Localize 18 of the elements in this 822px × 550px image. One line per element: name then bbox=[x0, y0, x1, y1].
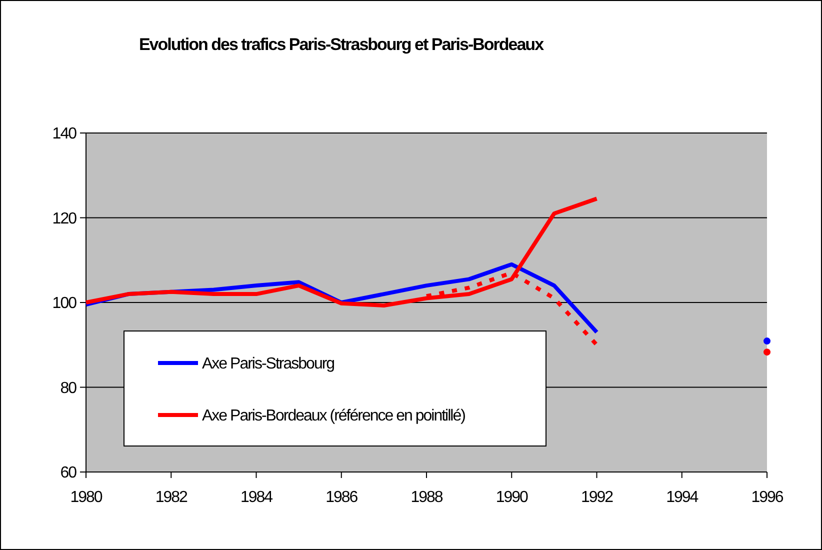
x-tick-label: 1988 bbox=[410, 489, 444, 506]
x-tick-label: 1984 bbox=[240, 489, 274, 506]
x-tick-label: 1980 bbox=[70, 489, 103, 506]
x-tick-label: 1996 bbox=[751, 489, 784, 506]
x-tick-label: 1986 bbox=[326, 489, 358, 506]
x-tick-label: 1994 bbox=[666, 489, 699, 506]
x-tick-label: 1992 bbox=[580, 489, 614, 506]
y-tick-label: 100 bbox=[52, 295, 78, 312]
y-tick-label: 120 bbox=[52, 210, 78, 228]
y-tick-label: 140 bbox=[52, 126, 78, 143]
x-tick-label: 1982 bbox=[155, 489, 188, 506]
legend-label: Axe Paris-Strasbourg bbox=[202, 356, 334, 373]
y-tick-label: 60 bbox=[60, 464, 78, 482]
chart-title: Evolution des trafics Paris-Strasbourg et Paris-Bordeaux bbox=[138, 35, 545, 54]
x-tick-label: 1990 bbox=[496, 489, 529, 506]
line-series bbox=[424, 270, 599, 347]
legend-label: Axe Paris-Bordeaux (référence en pointillé) bbox=[202, 408, 466, 425]
y-tick-label: 80 bbox=[60, 380, 78, 397]
